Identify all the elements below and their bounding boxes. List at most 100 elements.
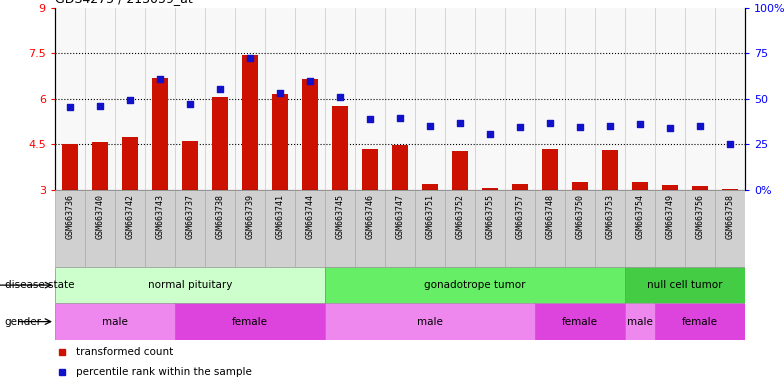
Bar: [422, 184, 438, 190]
Text: GSM663741: GSM663741: [275, 194, 285, 239]
Bar: [325, 303, 535, 340]
Bar: [625, 190, 655, 267]
Bar: [662, 185, 678, 190]
Bar: [302, 79, 318, 190]
Bar: [325, 267, 625, 303]
Text: GSM663749: GSM663749: [666, 194, 674, 239]
Bar: [452, 151, 468, 190]
Bar: [684, 190, 715, 267]
Text: GSM663737: GSM663737: [185, 194, 194, 239]
Point: [93, 103, 106, 109]
Text: transformed count: transformed count: [75, 347, 172, 357]
Bar: [655, 303, 745, 340]
Point: [484, 131, 496, 137]
Bar: [235, 190, 265, 267]
Bar: [595, 190, 625, 267]
Text: normal pituitary: normal pituitary: [147, 280, 232, 290]
Bar: [512, 184, 528, 190]
Point: [724, 141, 736, 147]
Point: [333, 94, 346, 101]
Bar: [92, 142, 108, 190]
Point: [604, 122, 616, 129]
Point: [364, 116, 376, 122]
Text: gonadotrope tumor: gonadotrope tumor: [424, 280, 525, 290]
Bar: [55, 267, 325, 303]
Text: GSM663753: GSM663753: [605, 194, 615, 239]
Bar: [721, 189, 738, 190]
Text: GSM663758: GSM663758: [725, 194, 735, 239]
Bar: [85, 190, 115, 267]
Bar: [475, 190, 505, 267]
Text: GSM663752: GSM663752: [456, 194, 464, 239]
Text: GSM663744: GSM663744: [305, 194, 314, 239]
Bar: [122, 137, 138, 190]
Text: percentile rank within the sample: percentile rank within the sample: [75, 367, 252, 377]
Text: GSM663747: GSM663747: [395, 194, 405, 239]
Bar: [385, 190, 415, 267]
Bar: [601, 150, 618, 190]
Text: null cell tumor: null cell tumor: [647, 280, 723, 290]
Text: GSM663755: GSM663755: [485, 194, 495, 239]
Bar: [481, 188, 498, 190]
Bar: [691, 186, 708, 190]
Text: male: male: [417, 316, 443, 327]
Point: [543, 119, 556, 126]
Bar: [505, 190, 535, 267]
Bar: [542, 149, 558, 190]
Bar: [115, 190, 145, 267]
Bar: [62, 144, 78, 190]
Text: gender: gender: [5, 316, 42, 327]
Text: GDS4275 / 213059_at: GDS4275 / 213059_at: [55, 0, 193, 5]
Bar: [715, 190, 745, 267]
Bar: [445, 190, 475, 267]
Text: disease state: disease state: [5, 280, 74, 290]
Bar: [535, 303, 625, 340]
Text: GSM663745: GSM663745: [336, 194, 344, 239]
Point: [64, 104, 76, 111]
Text: GSM663756: GSM663756: [695, 194, 704, 239]
Bar: [265, 190, 295, 267]
Bar: [175, 303, 325, 340]
Bar: [271, 94, 288, 190]
Bar: [355, 190, 385, 267]
Text: GSM663754: GSM663754: [635, 194, 644, 239]
Point: [694, 122, 706, 129]
Text: GSM663746: GSM663746: [365, 194, 374, 239]
Point: [303, 78, 316, 84]
Text: female: female: [232, 316, 268, 327]
Bar: [564, 190, 595, 267]
Bar: [391, 146, 408, 190]
Text: GSM663738: GSM663738: [216, 194, 224, 239]
Point: [213, 86, 226, 92]
Text: GSM663739: GSM663739: [245, 194, 254, 239]
Bar: [325, 190, 355, 267]
Text: male: male: [102, 316, 128, 327]
Bar: [572, 182, 588, 190]
Bar: [212, 98, 228, 190]
Bar: [361, 149, 378, 190]
Bar: [415, 190, 445, 267]
Bar: [625, 303, 655, 340]
Point: [124, 97, 136, 103]
Bar: [55, 303, 175, 340]
Text: GSM663757: GSM663757: [515, 194, 524, 239]
Point: [274, 90, 286, 96]
Point: [154, 76, 166, 82]
Point: [574, 124, 586, 130]
Text: male: male: [627, 316, 653, 327]
Bar: [205, 190, 235, 267]
Point: [663, 125, 676, 131]
Bar: [175, 190, 205, 267]
Text: GSM663751: GSM663751: [426, 194, 434, 239]
Point: [514, 124, 526, 130]
Text: GSM663743: GSM663743: [155, 194, 165, 239]
Bar: [625, 267, 745, 303]
Bar: [632, 182, 648, 190]
Bar: [535, 190, 564, 267]
Bar: [55, 190, 85, 267]
Point: [633, 121, 646, 127]
Text: GSM663742: GSM663742: [125, 194, 134, 239]
Bar: [182, 141, 198, 190]
Text: GSM663748: GSM663748: [546, 194, 554, 239]
Bar: [332, 106, 348, 190]
